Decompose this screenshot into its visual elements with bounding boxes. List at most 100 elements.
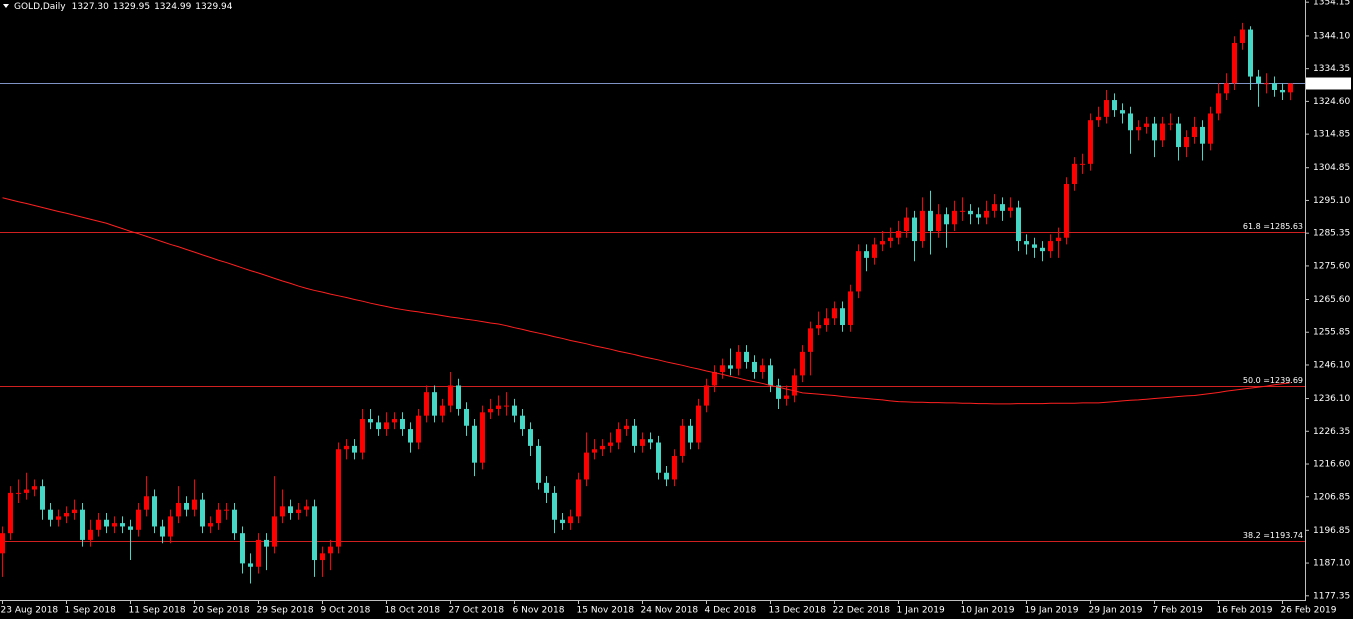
candle-body xyxy=(944,214,949,225)
candle-body xyxy=(544,482,549,493)
candle-body xyxy=(584,452,589,480)
candle-body xyxy=(736,351,741,369)
candle-body xyxy=(552,492,557,520)
candle-body xyxy=(576,479,581,517)
candle-body xyxy=(160,526,165,537)
y-tick-label: 1334.35 xyxy=(1313,64,1350,74)
y-tick-label: 1344.10 xyxy=(1313,31,1350,41)
candle-body xyxy=(712,372,717,386)
candle-body xyxy=(784,395,789,399)
candle-body xyxy=(360,419,365,453)
candle-body xyxy=(1040,247,1045,252)
candle-body xyxy=(832,308,837,319)
candle-body xyxy=(1240,29,1245,43)
candle-body xyxy=(1160,123,1165,141)
y-tick-label: 1285.35 xyxy=(1313,229,1350,239)
candle-body xyxy=(1000,204,1005,211)
candle-body xyxy=(1128,113,1133,131)
candle-body xyxy=(592,449,597,453)
candle-body xyxy=(672,455,677,480)
level-label: 61.8 =1285.63 xyxy=(1243,222,1303,231)
candle-body xyxy=(888,237,893,242)
y-tick-label: 1196.85 xyxy=(1313,526,1350,536)
candle-body xyxy=(928,210,933,232)
header-icon[interactable] xyxy=(3,4,9,8)
x-tick-label: 1 Jan 2019 xyxy=(897,606,945,616)
price-label-box xyxy=(1306,77,1351,90)
candle-body xyxy=(720,365,725,373)
x-tick-label: 4 Dec 2018 xyxy=(705,606,757,616)
candle-body xyxy=(968,210,973,215)
y-tick-label: 1354.15 xyxy=(1313,0,1350,8)
candle-body xyxy=(72,509,77,514)
candle-body xyxy=(608,442,613,446)
candle-body xyxy=(368,419,373,423)
candle-body xyxy=(568,516,573,524)
y-tick-label: 1255.85 xyxy=(1313,328,1350,338)
candle-body xyxy=(280,506,285,517)
candle-body xyxy=(464,408,469,426)
candle-body xyxy=(1256,76,1261,84)
candle-body xyxy=(1016,207,1021,242)
candle-body xyxy=(560,519,565,524)
candle-body xyxy=(1232,42,1237,84)
candle-body xyxy=(56,516,61,520)
candle-body xyxy=(152,496,157,527)
candle-body xyxy=(416,415,421,443)
candle-body xyxy=(1056,237,1061,242)
x-tick-label: 27 Oct 2018 xyxy=(449,606,505,616)
header-high: 1329.95 xyxy=(113,2,150,12)
candle-body xyxy=(176,502,181,517)
candle-body xyxy=(696,405,701,443)
candle-body xyxy=(1088,120,1093,164)
candle-body xyxy=(168,516,173,537)
x-tick-label: 13 Dec 2018 xyxy=(769,606,827,616)
x-tick-label: 23 Aug 2018 xyxy=(1,606,59,616)
x-tick-label: 10 Jan 2019 xyxy=(961,606,1015,616)
candle-body xyxy=(384,422,389,430)
y-tick-label: 1206.85 xyxy=(1313,492,1350,502)
candle-body xyxy=(704,385,709,406)
candle-body xyxy=(184,502,189,510)
y-tick-label: 1216.60 xyxy=(1313,460,1350,470)
candle-body xyxy=(256,539,261,567)
candle-body xyxy=(128,526,133,530)
candle-body xyxy=(808,328,813,352)
candle-body xyxy=(864,251,869,258)
candle-body xyxy=(288,506,293,514)
candle-body xyxy=(688,425,693,443)
candle-body xyxy=(632,425,637,446)
candle-body xyxy=(448,385,453,406)
candle-body xyxy=(400,419,405,430)
candle-body xyxy=(1064,183,1069,238)
x-tick-label: 29 Sep 2018 xyxy=(257,606,314,616)
candle-body xyxy=(848,291,853,326)
candle-body xyxy=(600,445,605,450)
y-tick-label: 1246.10 xyxy=(1313,360,1350,370)
candle-body xyxy=(312,506,317,561)
candle-body xyxy=(528,429,533,446)
candle-body xyxy=(1120,110,1125,114)
candle-body xyxy=(496,405,501,409)
candle-body xyxy=(520,415,525,430)
y-tick-label: 1275.60 xyxy=(1313,261,1350,271)
candle-body xyxy=(816,325,821,329)
candle-body xyxy=(856,251,861,292)
x-tick-label: 20 Sep 2018 xyxy=(193,606,250,616)
header: GOLD,Daily 1327.30 1329.95 1324.99 1329.94 xyxy=(14,2,233,12)
candle-body xyxy=(1208,113,1213,144)
candle-body xyxy=(1224,83,1229,94)
candle-body xyxy=(536,445,541,483)
candle-body xyxy=(880,241,885,245)
candle-body xyxy=(488,408,493,413)
candle-body xyxy=(648,439,653,443)
x-tick-label: 29 Jan 2019 xyxy=(1089,606,1143,616)
y-tick-label: 1265.60 xyxy=(1313,295,1350,305)
candle-body xyxy=(1216,93,1221,114)
symbol: GOLD,Daily xyxy=(14,2,66,12)
candle-body xyxy=(48,509,53,520)
x-tick-label: 15 Nov 2018 xyxy=(577,606,635,616)
